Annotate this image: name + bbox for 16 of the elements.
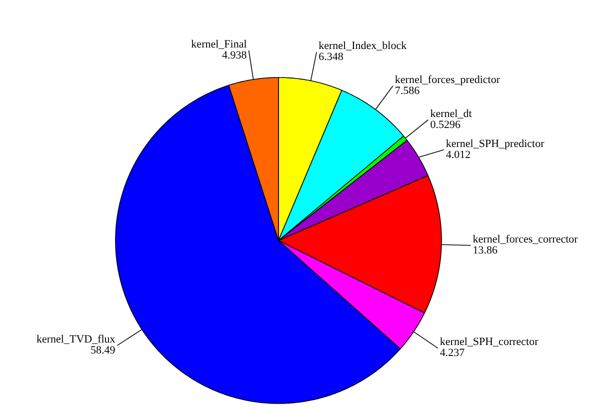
slice-label: kernel_SPH_predictor <box>446 138 545 150</box>
data-label: 0.5296 <box>430 118 461 131</box>
data-label: 4.938 <box>222 49 248 62</box>
slice-label: kernel_TVD_flux <box>36 333 116 346</box>
slice-label: kernel_SPH_corrector <box>440 336 539 348</box>
data-label: 13.86 <box>472 244 498 256</box>
slice-label: kernel_forces_predictor <box>394 74 500 86</box>
slice-label: kernel_forces_corrector <box>472 233 578 246</box>
data-label: 4.012 <box>446 148 471 161</box>
data-label: 4.237 <box>440 347 466 360</box>
data-label: 58.49 <box>90 344 116 356</box>
slice-label: kernel_dt <box>430 108 472 120</box>
data-label: 6.348 <box>318 50 344 63</box>
slice-label: kernel_Index_block <box>318 40 408 52</box>
slice-label: kernel_Final <box>191 38 247 50</box>
data-label: 7.586 <box>394 84 420 97</box>
